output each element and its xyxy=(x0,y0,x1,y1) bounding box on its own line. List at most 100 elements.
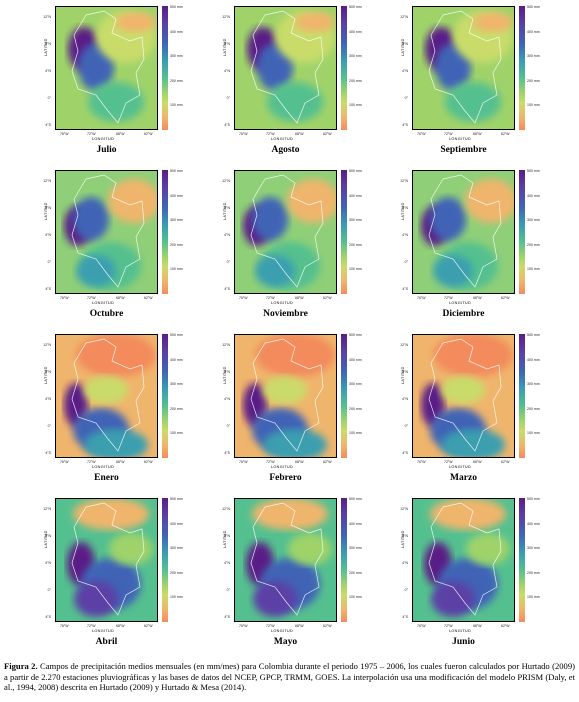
precipitation-field xyxy=(235,499,336,621)
map-panel-agosto: 500 mm 400 mm 300 mm 200 mm 100 mm 12°N 8°N 4°N… xyxy=(189,0,382,164)
precip-zone xyxy=(287,179,336,223)
lat-tick-label: 0° xyxy=(404,260,408,264)
lat-tick-label: 4°N xyxy=(45,397,51,401)
lon-tick-label: 76°W xyxy=(239,624,248,628)
precipitation-map xyxy=(234,6,337,130)
lat-tick-label: 4°N xyxy=(224,233,230,237)
x-axis-label: LONGITUD xyxy=(92,465,115,469)
precipitation-field xyxy=(413,499,514,621)
lat-tick-label: 4°N xyxy=(402,69,408,73)
y-axis-label: LATITUD xyxy=(44,38,48,56)
lon-tick-label: 62°W xyxy=(144,132,153,136)
lat-tick-label: 4°S xyxy=(224,451,230,455)
month-title: Junio xyxy=(452,637,475,647)
y-axis-label: LATITUD xyxy=(44,530,48,548)
precipitation-map xyxy=(412,170,515,294)
colorbar-tick-label: 300 mm xyxy=(527,218,540,222)
lat-tick-label: 0° xyxy=(47,424,51,428)
x-axis-label: LONGITUD xyxy=(449,465,472,469)
map-panel-octubre: 500 mm 400 mm 300 mm 200 mm 100 mm 12°N 8°N 4°N… xyxy=(10,164,203,328)
colorbar-tick-label: 500 mm xyxy=(527,5,540,9)
lat-tick-label: 8°N xyxy=(224,206,230,210)
colorbar-tick-label: 500 mm xyxy=(527,169,540,173)
colorbar-tick-label: 300 mm xyxy=(170,218,183,222)
lon-tick-label: 76°W xyxy=(417,132,426,136)
lon-tick-label: 72°W xyxy=(87,132,96,136)
precip-zone xyxy=(74,581,118,617)
precip-zone xyxy=(76,335,156,377)
lat-tick-label: 4°S xyxy=(402,615,408,619)
colorbar-tick-label: 400 mm xyxy=(349,193,362,198)
lon-tick-label: 62°W xyxy=(501,460,510,464)
precipitation-field xyxy=(413,171,514,293)
lon-tick-label: 72°W xyxy=(87,624,96,628)
colorbar-tick-label: 300 mm xyxy=(170,54,183,58)
precipitation-field xyxy=(413,335,514,457)
country-outline xyxy=(71,174,145,288)
lat-tick-label: 4°S xyxy=(224,287,230,291)
country-outline xyxy=(250,174,324,288)
colorbar xyxy=(519,170,525,294)
lat-tick-label: 4°S xyxy=(224,123,230,127)
precip-zone xyxy=(73,197,109,241)
precip-zone xyxy=(255,335,335,377)
lat-tick-label: 0° xyxy=(404,96,408,100)
colorbar-tick-label: 100 mm xyxy=(527,267,540,271)
lat-tick-label: 8°N xyxy=(45,206,51,210)
lon-tick-label: 76°W xyxy=(60,296,69,300)
lon-tick-label: 72°W xyxy=(444,132,453,136)
colorbar-tick-label: 500 mm xyxy=(349,497,362,501)
precipitation-field xyxy=(56,499,157,621)
precipitation-map-grid: 500 mm 400 mm 300 mm 200 mm 100 mm 12°N 8°N 4°N… xyxy=(10,0,540,656)
colorbar-tick-label: 200 mm xyxy=(527,78,540,83)
lat-tick-label: 8°N xyxy=(45,370,51,374)
precip-zone xyxy=(263,429,327,457)
lat-tick-label: 4°N xyxy=(224,397,230,401)
lat-tick-label: 8°N xyxy=(45,42,51,46)
lat-tick-label: 0° xyxy=(226,424,230,428)
colorbar-tick-label: 200 mm xyxy=(527,570,540,575)
lat-tick-label: 4°N xyxy=(402,397,408,401)
lon-tick-label: 72°W xyxy=(266,460,275,464)
colorbar-tick-label: 200 mm xyxy=(349,406,362,411)
precipitation-map xyxy=(55,334,158,458)
precip-zone xyxy=(84,429,148,457)
x-axis-label: LONGITUD xyxy=(271,301,294,305)
lon-tick-label: 76°W xyxy=(417,296,426,300)
precipitation-map xyxy=(234,334,337,458)
month-title: Marzo xyxy=(450,473,477,483)
country-outline xyxy=(71,10,145,124)
precip-zone xyxy=(431,581,475,617)
colorbar-tick-label: 300 mm xyxy=(349,54,362,58)
month-title: Febrero xyxy=(269,473,302,483)
lat-tick-label: 4°S xyxy=(45,451,51,455)
lon-tick-label: 76°W xyxy=(60,132,69,136)
lat-tick-label: 0° xyxy=(226,260,230,264)
colorbar-tick-label: 500 mm xyxy=(349,333,362,337)
lat-tick-label: 12°N xyxy=(222,179,230,183)
lon-tick-label: 62°W xyxy=(323,296,332,300)
map-panel-mayo: 500 mm 400 mm 300 mm 200 mm 100 mm 12°N 8°N 4°N… xyxy=(189,492,382,656)
precip-zone xyxy=(267,82,323,122)
lat-tick-label: 4°S xyxy=(402,287,408,291)
month-title: Enero xyxy=(94,473,119,483)
colorbar-tick-label: 300 mm xyxy=(527,546,540,550)
country-outline xyxy=(250,338,324,452)
precipitation-field xyxy=(235,335,336,457)
lat-tick-label: 4°S xyxy=(224,615,230,619)
lat-tick-label: 8°N xyxy=(402,42,408,46)
precipitation-field xyxy=(56,7,157,129)
colorbar-tick-label: 400 mm xyxy=(527,193,540,198)
precip-zone xyxy=(445,82,501,122)
month-title: Abril xyxy=(95,637,118,647)
precip-zone xyxy=(252,197,288,241)
lon-tick-label: 76°W xyxy=(417,624,426,628)
colorbar-tick-label: 100 mm xyxy=(527,103,540,107)
colorbar xyxy=(162,6,168,130)
x-axis-label: LONGITUD xyxy=(271,465,294,469)
lon-tick-label: 62°W xyxy=(323,624,332,628)
colorbar xyxy=(341,498,347,622)
colorbar-tick-label: 200 mm xyxy=(349,78,362,83)
lat-tick-label: 8°N xyxy=(402,206,408,210)
colorbar-tick-label: 200 mm xyxy=(527,242,540,247)
